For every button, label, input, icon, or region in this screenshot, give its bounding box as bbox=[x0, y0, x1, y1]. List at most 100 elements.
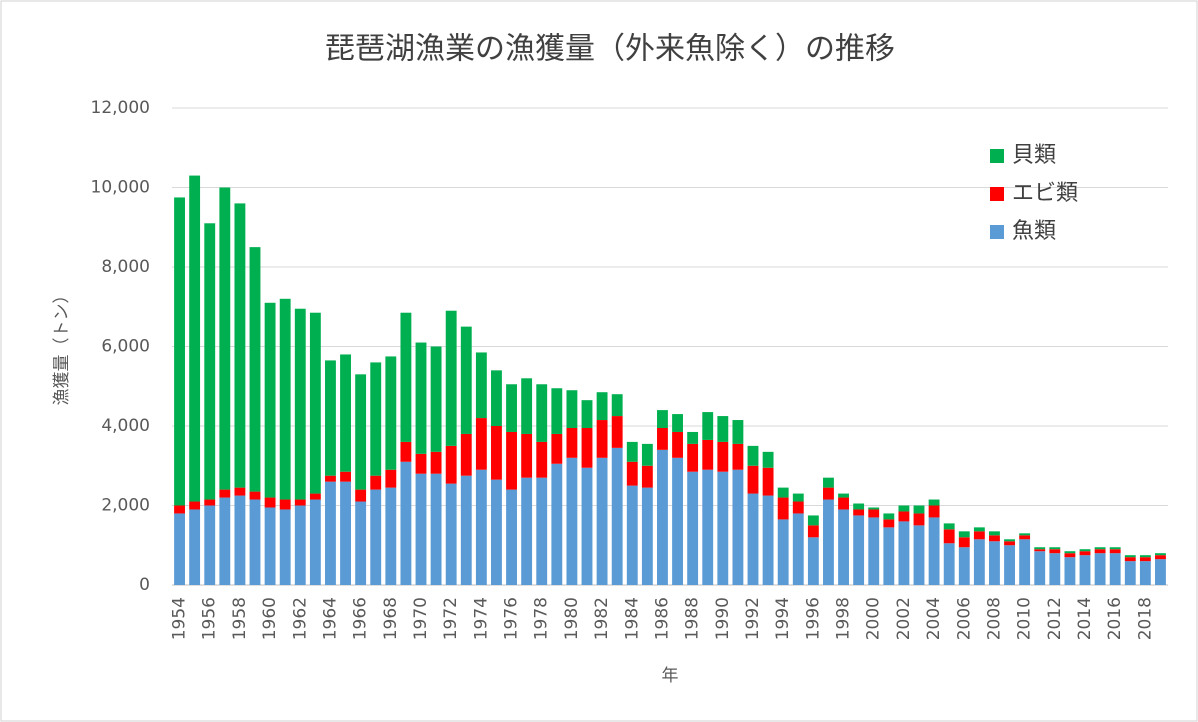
bar-segment bbox=[521, 433, 533, 478]
bar-segment bbox=[853, 515, 865, 585]
bar-segment bbox=[249, 247, 261, 492]
bar-segment bbox=[943, 543, 955, 585]
bar-segment bbox=[581, 400, 593, 428]
bar-segment bbox=[898, 505, 910, 512]
bar-segment bbox=[234, 495, 246, 585]
bar-segment bbox=[174, 513, 185, 585]
bar-segment bbox=[672, 431, 683, 458]
bar-segment bbox=[1139, 555, 1151, 558]
bar-segment bbox=[445, 483, 457, 585]
bar-segment bbox=[174, 197, 185, 506]
bar-segment bbox=[747, 445, 759, 466]
bar-segment bbox=[989, 535, 1000, 542]
bar-segment bbox=[1109, 547, 1121, 550]
bar-segment bbox=[1139, 561, 1151, 585]
bar-segment bbox=[989, 531, 1000, 536]
bar-segment bbox=[883, 513, 895, 520]
bar-segment bbox=[475, 469, 487, 585]
bar-segment bbox=[264, 507, 276, 585]
bar-segment bbox=[1139, 557, 1151, 562]
bar-segment bbox=[415, 453, 427, 474]
x-tick-label: 1996 bbox=[803, 597, 823, 640]
bar-segment bbox=[777, 487, 789, 498]
bar-segment bbox=[1064, 551, 1076, 554]
x-tick-label: 1982 bbox=[592, 597, 612, 640]
x-tick-label: 1978 bbox=[532, 597, 552, 640]
x-tick-label: 1980 bbox=[562, 597, 582, 640]
bar-segment bbox=[1079, 551, 1091, 556]
bar-segment bbox=[641, 487, 653, 585]
x-tick-label: 2000 bbox=[864, 597, 884, 640]
bar-segment bbox=[430, 473, 442, 585]
x-tick-label: 1962 bbox=[290, 597, 310, 640]
bar-segment bbox=[702, 439, 714, 470]
bar-segment bbox=[1019, 533, 1031, 536]
bar-segment bbox=[853, 509, 865, 516]
bar-segment bbox=[1064, 553, 1076, 558]
bar-segment bbox=[626, 485, 638, 585]
bar-segment bbox=[898, 521, 910, 585]
bar-segment bbox=[641, 465, 653, 488]
x-tick-label: 1958 bbox=[230, 597, 250, 640]
bar-segment bbox=[400, 312, 412, 442]
bar-segment bbox=[204, 505, 216, 585]
bar-segment bbox=[279, 509, 291, 585]
y-tick-label: 2,000 bbox=[101, 496, 150, 516]
bar-segment bbox=[687, 431, 699, 444]
x-tick-label: 1992 bbox=[743, 597, 763, 640]
x-tick-label: 1964 bbox=[320, 597, 340, 640]
y-tick-label: 0 bbox=[139, 575, 150, 595]
bar-segment bbox=[249, 499, 261, 585]
bar-segment bbox=[234, 487, 246, 496]
x-tick-label: 1986 bbox=[652, 597, 672, 640]
bar-segment bbox=[385, 469, 397, 488]
x-tick-label: 1990 bbox=[713, 597, 733, 640]
x-tick-label: 1954 bbox=[170, 597, 190, 640]
bar-segment bbox=[340, 471, 351, 482]
bar-segment bbox=[717, 416, 729, 442]
bar-segment bbox=[536, 384, 548, 442]
y-tick-label: 6,000 bbox=[101, 337, 150, 357]
bar-segment bbox=[249, 491, 261, 500]
x-tick-label: 1988 bbox=[683, 597, 703, 640]
y-axis-title: 漁獲量（トン） bbox=[52, 287, 72, 406]
bar-segment bbox=[702, 469, 714, 585]
bar-segment bbox=[234, 203, 246, 488]
bar-segment bbox=[294, 499, 306, 506]
bar-segment bbox=[958, 531, 970, 538]
bar-segment bbox=[973, 539, 985, 585]
bar-segment bbox=[596, 392, 608, 421]
bar-segment bbox=[521, 378, 533, 434]
chart-title: 琵琶湖漁業の漁獲量（外来魚除く）の推移 bbox=[325, 32, 895, 67]
x-tick-label: 2014 bbox=[1075, 597, 1095, 640]
bar-segment bbox=[475, 418, 487, 470]
bar-segment bbox=[174, 505, 185, 514]
bar-segment bbox=[943, 529, 955, 544]
bar-segment bbox=[1094, 547, 1106, 550]
bar-segment bbox=[309, 312, 321, 494]
bar-segment bbox=[973, 527, 985, 532]
bar-segment bbox=[536, 477, 548, 585]
bar-segment bbox=[883, 527, 895, 585]
bar-segment bbox=[1049, 549, 1061, 554]
bar-segment bbox=[491, 479, 502, 585]
bar-segment bbox=[445, 445, 457, 484]
bar-segment bbox=[400, 441, 412, 462]
bar-segment bbox=[611, 447, 623, 585]
bar-segment bbox=[340, 481, 351, 585]
bar-segment bbox=[732, 469, 744, 585]
bar-segment bbox=[460, 326, 472, 434]
bar-segment bbox=[325, 475, 336, 482]
bar-segment bbox=[777, 519, 789, 585]
bar-segment bbox=[717, 471, 729, 585]
bar-segment bbox=[792, 513, 804, 585]
bar-segment bbox=[943, 523, 955, 530]
bar-segment bbox=[792, 501, 804, 514]
x-tick-label: 1966 bbox=[351, 597, 371, 640]
bar-segment bbox=[536, 441, 548, 478]
bar-segment bbox=[566, 427, 578, 458]
bar-segment bbox=[491, 426, 502, 480]
bar-segment bbox=[521, 477, 533, 585]
